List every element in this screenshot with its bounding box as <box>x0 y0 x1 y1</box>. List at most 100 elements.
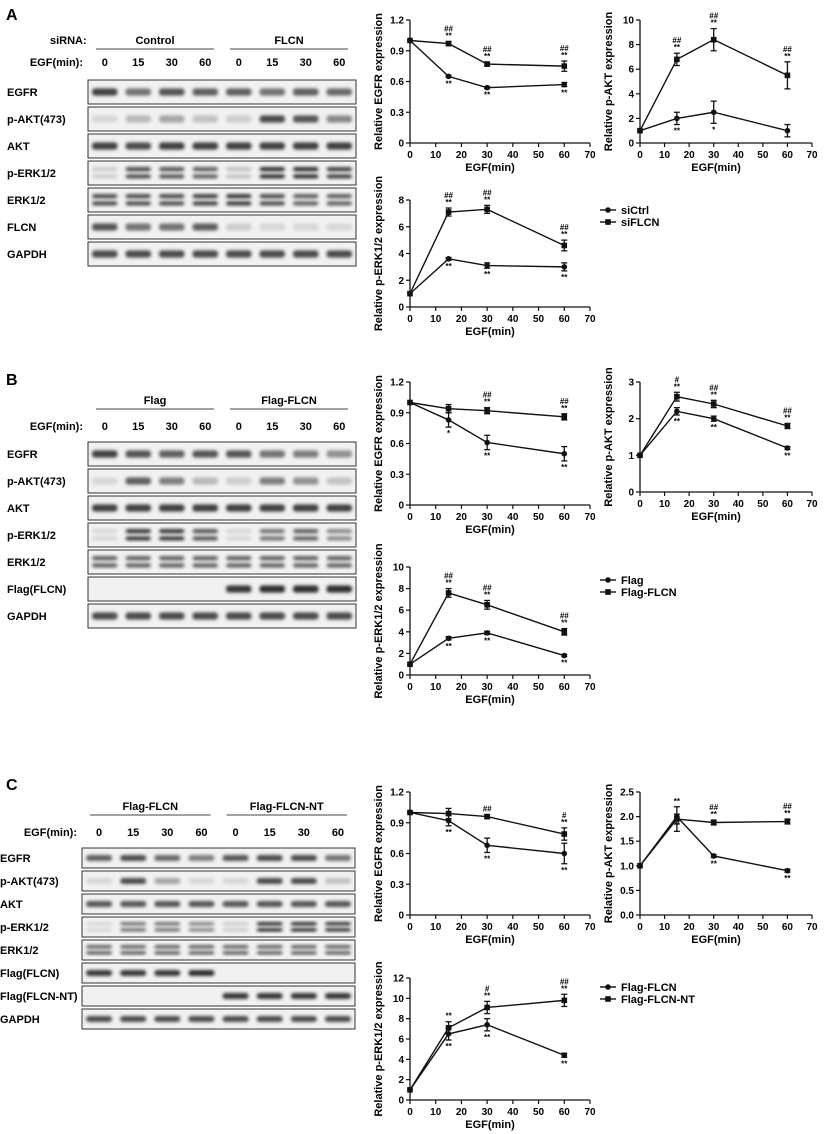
band <box>326 194 352 199</box>
band <box>192 223 218 231</box>
data-point <box>674 115 680 122</box>
legend-label: siCtrl <box>621 205 649 217</box>
lane-time-label: 60 <box>333 57 345 69</box>
series-line <box>639 395 788 456</box>
x-tick-label: 40 <box>507 922 519 933</box>
band <box>192 477 218 485</box>
blot-row-label: AKT <box>7 503 30 515</box>
band <box>154 922 181 926</box>
x-tick-label: 30 <box>482 314 494 325</box>
significance-label: ** <box>484 854 491 863</box>
x-tick-label: 60 <box>782 922 794 933</box>
data-point <box>561 450 568 457</box>
significance-label: ## <box>709 12 718 21</box>
band <box>326 142 352 150</box>
data-point <box>484 262 490 269</box>
blot-strip <box>81 1008 356 1030</box>
blot-strip <box>87 522 357 548</box>
band <box>259 223 285 231</box>
group-label: FLCN <box>274 35 303 47</box>
y-tick-label: 0.3 <box>390 880 404 891</box>
band <box>226 477 252 485</box>
significance-label: * <box>712 125 716 134</box>
x-tick-label: 10 <box>659 922 671 933</box>
data-point <box>561 242 568 249</box>
band <box>293 250 319 258</box>
band <box>192 88 218 96</box>
y-tick-label: 0.6 <box>390 439 404 450</box>
band <box>125 250 151 258</box>
y-tick-label: 0.5 <box>620 886 634 897</box>
lane-time-label: 30 <box>166 421 178 433</box>
blot-strip <box>81 916 356 938</box>
band <box>159 504 185 512</box>
y-tick-label: 6 <box>398 606 404 617</box>
x-tick-label: 50 <box>533 314 545 325</box>
band <box>125 536 151 541</box>
band <box>125 563 151 568</box>
significance-label: ** <box>711 859 718 868</box>
data-point <box>484 439 490 446</box>
band <box>324 922 351 926</box>
band <box>154 901 181 907</box>
x-tick-label: 70 <box>806 499 818 510</box>
band <box>154 928 181 932</box>
y-tick-label: 8 <box>398 196 404 207</box>
blot-row-label: ERK1/2 <box>7 195 46 207</box>
band <box>159 174 185 179</box>
blot-panel-B: B Flag Flag-FLCN EGF(min): 0 15 30 60 0 15 30 60 EGF… <box>6 372 357 629</box>
x-tick-label: 40 <box>733 150 745 161</box>
band <box>324 855 351 861</box>
band <box>92 201 118 206</box>
significance-label: ** <box>711 810 718 819</box>
band <box>326 250 352 258</box>
y-tick-label: 6 <box>398 222 404 233</box>
band <box>188 1016 215 1022</box>
significance-label: ** <box>561 89 568 98</box>
data-point <box>637 127 643 134</box>
significance-label: ## <box>444 572 453 581</box>
y-tick-label: 1.2 <box>390 378 404 389</box>
band <box>92 477 118 485</box>
data-point <box>407 661 413 667</box>
data-point <box>445 209 452 215</box>
significance-label: ** <box>561 866 568 875</box>
significance-label: ** <box>561 273 568 282</box>
band <box>326 563 352 568</box>
band <box>259 250 285 258</box>
x-tick-label: 60 <box>559 922 571 933</box>
series-line <box>409 258 565 295</box>
group-label: Flag-FLCN <box>122 801 178 813</box>
band <box>222 878 249 884</box>
band <box>256 945 283 949</box>
band <box>256 922 283 926</box>
significance-label: ** <box>484 991 491 1000</box>
lane-time-label: 60 <box>195 827 207 839</box>
band <box>326 529 352 534</box>
significance-label: ** <box>674 797 681 806</box>
group-label: Flag-FLCN <box>261 395 317 407</box>
significance-label: ** <box>561 984 568 993</box>
x-tick-label: 60 <box>559 1107 571 1118</box>
x-tick-label: 30 <box>482 512 494 523</box>
band <box>192 201 218 206</box>
significance-label: ** <box>445 642 452 651</box>
band <box>226 174 252 179</box>
significance-label: ** <box>484 1033 491 1042</box>
band <box>324 1016 351 1022</box>
significance-label: ** <box>484 270 491 279</box>
blot-panel-C: C Flag-FLCN Flag-FLCN-NT EGF(min): 0 15 30 60 0 1… <box>0 777 356 1030</box>
x-tick-label: 40 <box>733 499 745 510</box>
blot-strip <box>81 985 356 1007</box>
band <box>293 88 319 96</box>
y-tick-label: 6 <box>628 65 634 76</box>
data-point <box>710 36 717 43</box>
band <box>92 174 118 179</box>
band <box>293 563 319 568</box>
data-point <box>674 393 680 400</box>
data-point <box>784 445 791 451</box>
lane-time-label: 15 <box>266 57 278 69</box>
header-label: siRNA: <box>50 35 87 47</box>
band <box>290 945 317 949</box>
blot-strip <box>87 160 357 186</box>
